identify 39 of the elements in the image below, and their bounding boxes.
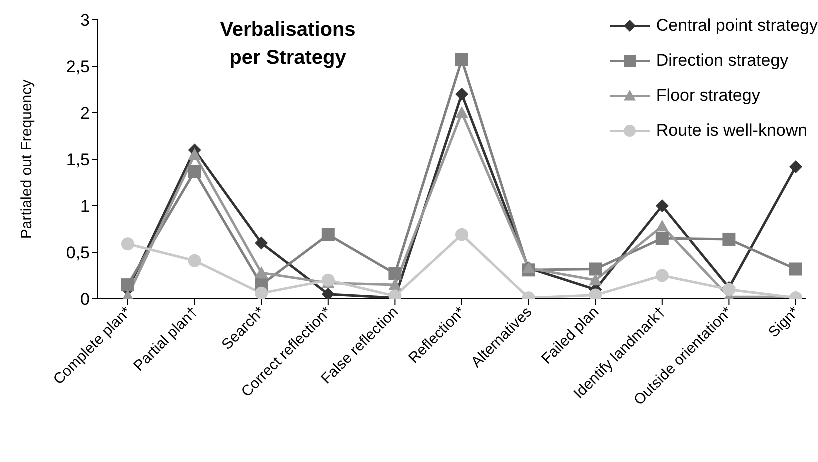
point: [456, 88, 468, 101]
point: [656, 220, 669, 232]
legend-label: Direction strategy: [656, 50, 789, 70]
legend-label: Central point strategy: [656, 16, 818, 36]
point: [255, 236, 268, 250]
legend-label: Floor strategy: [656, 86, 760, 106]
y-tick-label: 1,5: [66, 150, 90, 170]
point: [255, 286, 268, 299]
point: [388, 267, 402, 280]
point: [322, 274, 335, 287]
y-tick-label: 0: [80, 290, 90, 310]
y-tick-label: 2: [80, 104, 90, 124]
point: [188, 165, 202, 178]
point: [322, 228, 335, 242]
point: [589, 262, 602, 276]
point: [656, 200, 669, 212]
y-tick-label: 3: [80, 11, 90, 30]
point: [322, 288, 335, 299]
point: [188, 254, 202, 268]
point: [456, 228, 468, 242]
point: [255, 266, 268, 278]
point: [722, 232, 736, 246]
y-tick-label: 2,5: [66, 58, 90, 77]
point: [656, 232, 669, 246]
point: [790, 160, 802, 174]
point: [388, 278, 402, 290]
point: [790, 262, 802, 276]
y-axis-title: Partialed out Frequency: [18, 79, 36, 240]
point: [122, 238, 134, 251]
text: Verbalisations per Strategy: [219, 18, 357, 71]
point: [456, 53, 468, 66]
point: [589, 274, 602, 286]
point: [656, 269, 669, 282]
point: [188, 148, 202, 160]
point: [122, 278, 134, 292]
legend-label: Route is well-known: [656, 120, 808, 140]
point: [456, 106, 468, 118]
y-tick-label: 0,5: [66, 244, 90, 263]
y-tick-label: 1: [80, 197, 90, 216]
